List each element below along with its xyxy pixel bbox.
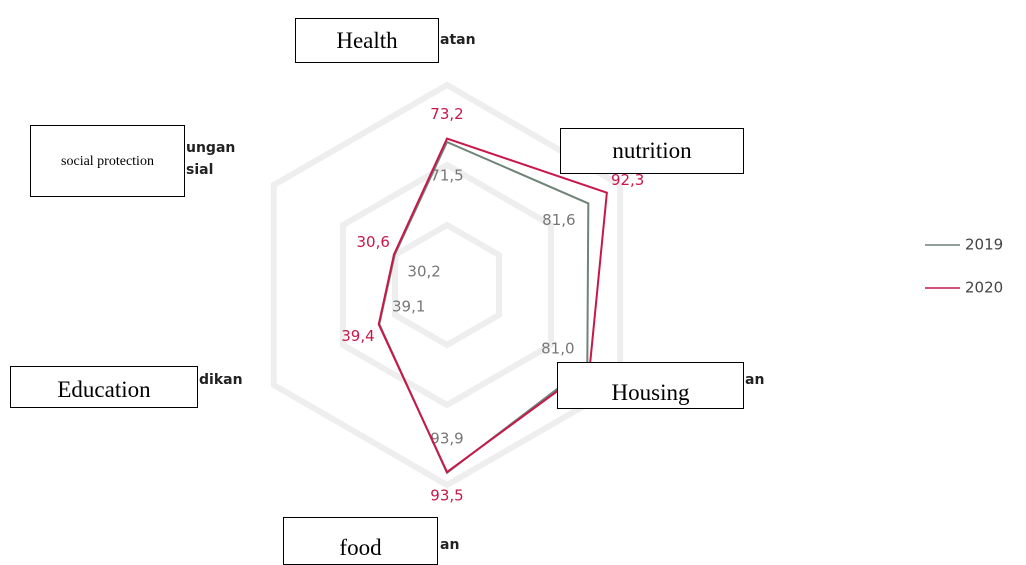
series-line xyxy=(377,137,608,474)
obscured-label: sial xyxy=(186,162,213,178)
axis-label: Health xyxy=(295,18,439,63)
grid xyxy=(392,221,502,349)
legend-label: 2019 xyxy=(965,236,1003,254)
grid xyxy=(340,161,554,409)
axis-label: food xyxy=(283,517,438,565)
axis-label: Housing xyxy=(557,362,744,409)
axis-label: nutrition xyxy=(560,128,744,174)
obscured-label: an xyxy=(440,537,459,553)
obscured-label: an xyxy=(745,372,764,388)
value-label: 71,5 xyxy=(430,167,463,185)
value-label: 93,5 xyxy=(430,487,463,505)
value-label: 30,2 xyxy=(407,262,440,280)
legend-label: 2020 xyxy=(965,279,1003,297)
axis-label: social protection xyxy=(30,125,185,197)
obscured-label: atan xyxy=(440,32,476,48)
obscured-label: ungan xyxy=(186,140,235,156)
axis-label: Education xyxy=(10,366,198,408)
value-label: 81,0 xyxy=(541,340,574,358)
grid xyxy=(270,81,624,489)
value-label: 30,6 xyxy=(357,233,390,251)
value-label: 92,3 xyxy=(611,171,644,189)
value-label: 93,9 xyxy=(430,429,463,447)
value-label: 39,4 xyxy=(341,327,374,345)
value-label: 73,2 xyxy=(430,105,463,123)
value-label: 39,1 xyxy=(392,298,425,316)
value-label: 81,6 xyxy=(542,211,575,229)
obscured-label: dikan xyxy=(199,372,243,388)
